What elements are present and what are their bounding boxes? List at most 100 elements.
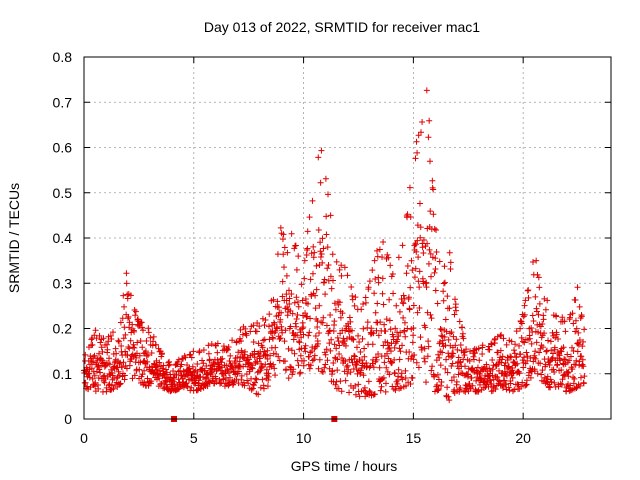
data-point bbox=[321, 364, 328, 371]
data-point bbox=[279, 293, 286, 300]
data-point bbox=[233, 339, 240, 346]
data-point bbox=[516, 342, 523, 349]
data-point bbox=[577, 382, 584, 389]
data-point bbox=[116, 372, 123, 379]
data-point bbox=[380, 239, 387, 246]
data-point bbox=[245, 380, 252, 387]
data-point bbox=[361, 384, 368, 391]
data-point bbox=[337, 314, 344, 321]
data-point bbox=[134, 339, 141, 346]
data-point bbox=[566, 314, 573, 321]
data-point bbox=[372, 275, 379, 282]
data-point bbox=[420, 236, 427, 243]
data-point bbox=[82, 351, 89, 358]
data-point bbox=[547, 338, 554, 345]
data-point bbox=[523, 349, 530, 356]
data-point bbox=[362, 299, 369, 306]
data-point bbox=[474, 364, 481, 371]
data-point bbox=[336, 299, 343, 306]
data-point bbox=[581, 326, 588, 333]
data-point bbox=[182, 354, 189, 361]
data-point bbox=[432, 255, 439, 262]
data-point bbox=[522, 297, 529, 304]
data-point bbox=[524, 287, 531, 294]
data-point bbox=[528, 324, 535, 331]
data-point bbox=[302, 348, 309, 355]
data-point bbox=[309, 357, 316, 364]
x-tick-label: 0 bbox=[80, 430, 88, 446]
data-point bbox=[116, 360, 123, 367]
data-point bbox=[426, 117, 433, 124]
data-point bbox=[387, 348, 394, 355]
data-point bbox=[332, 381, 339, 388]
data-point bbox=[581, 373, 588, 380]
data-point bbox=[307, 362, 314, 369]
data-point bbox=[551, 344, 558, 351]
data-point bbox=[214, 357, 221, 364]
data-point bbox=[350, 336, 357, 343]
data-point bbox=[306, 329, 313, 336]
data-point bbox=[344, 272, 351, 279]
data-point bbox=[205, 350, 212, 357]
data-point bbox=[123, 365, 130, 372]
data-point bbox=[186, 365, 193, 372]
data-point bbox=[361, 345, 368, 352]
data-point bbox=[356, 339, 363, 346]
data-point bbox=[119, 315, 126, 322]
data-point bbox=[288, 291, 295, 298]
data-point bbox=[283, 272, 290, 279]
data-point bbox=[281, 244, 288, 251]
data-point bbox=[347, 318, 354, 325]
data-point bbox=[414, 309, 421, 316]
data-point bbox=[183, 380, 190, 387]
data-point bbox=[579, 356, 586, 363]
data-point bbox=[280, 231, 287, 238]
data-point bbox=[431, 225, 438, 232]
y-tick-label: 0.5 bbox=[53, 185, 73, 201]
data-point bbox=[575, 341, 582, 348]
data-point bbox=[462, 363, 469, 370]
data-point bbox=[118, 343, 125, 350]
data-point bbox=[162, 366, 169, 373]
data-point bbox=[194, 387, 201, 394]
data-point bbox=[326, 340, 333, 347]
data-point bbox=[257, 355, 264, 362]
data-point bbox=[251, 348, 258, 355]
data-point bbox=[323, 231, 330, 238]
data-point bbox=[140, 327, 147, 334]
data-point bbox=[521, 302, 528, 309]
data-point bbox=[386, 371, 393, 378]
data-point bbox=[195, 386, 202, 393]
data-point bbox=[260, 385, 267, 392]
data-point bbox=[286, 300, 293, 307]
data-point bbox=[386, 296, 393, 303]
data-point bbox=[525, 287, 532, 294]
data-point bbox=[500, 335, 507, 342]
data-point bbox=[299, 319, 306, 326]
data-point bbox=[121, 372, 128, 379]
data-point bbox=[178, 372, 185, 379]
data-point bbox=[295, 303, 302, 310]
data-point bbox=[100, 335, 107, 342]
data-point bbox=[293, 323, 300, 330]
data-point bbox=[384, 350, 391, 357]
data-point bbox=[380, 342, 387, 349]
data-point bbox=[476, 370, 483, 377]
data-point bbox=[477, 381, 484, 388]
data-point bbox=[274, 298, 281, 305]
data-point bbox=[469, 382, 476, 389]
data-point bbox=[523, 377, 530, 384]
data-point bbox=[108, 336, 115, 343]
data-point bbox=[453, 307, 460, 314]
data-point bbox=[442, 316, 449, 323]
data-point bbox=[447, 259, 454, 266]
data-point bbox=[259, 344, 266, 351]
data-point bbox=[389, 271, 396, 278]
data-point bbox=[450, 333, 457, 340]
data-point bbox=[116, 381, 123, 388]
data-point bbox=[433, 249, 440, 256]
data-point bbox=[109, 369, 116, 376]
data-point bbox=[541, 330, 548, 337]
data-point bbox=[380, 301, 387, 308]
data-point bbox=[266, 336, 273, 343]
